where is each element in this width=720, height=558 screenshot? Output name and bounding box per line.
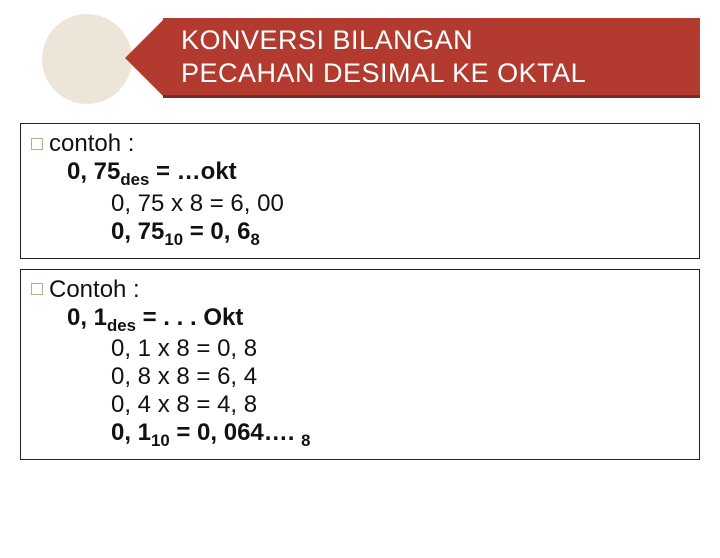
- example-1-lead-text: contoh :: [49, 130, 134, 157]
- example-2-lead-text: Contoh :: [49, 276, 140, 303]
- example-2-problem: 0, 1des = . . . Okt: [31, 304, 689, 336]
- bullet-icon: [31, 138, 43, 150]
- slide-header: KONVERSI BILANGAN PECAHAN DESIMAL KE OKT…: [0, 18, 720, 113]
- bullet-icon: [31, 283, 43, 295]
- example-1-result: 0, 7510 = 0, 68: [31, 218, 689, 250]
- example-1-lead: contoh :: [31, 130, 689, 158]
- example-box-2: Contoh : 0, 1des = . . . Okt 0, 1 x 8 = …: [20, 269, 700, 461]
- example-1-step-1: 0, 75 x 8 = 6, 00: [31, 190, 689, 218]
- decorative-chevron: [125, 18, 165, 98]
- decorative-circle: [42, 14, 132, 104]
- title-band: KONVERSI BILANGAN PECAHAN DESIMAL KE OKT…: [163, 18, 700, 98]
- title-line-1: KONVERSI BILANGAN: [181, 25, 473, 55]
- example-1-problem: 0, 75des = …okt: [31, 158, 689, 190]
- example-2-step-1: 0, 1 x 8 = 0, 8: [31, 335, 689, 363]
- title-line-2: PECAHAN DESIMAL KE OKTAL: [181, 58, 586, 88]
- slide-title: KONVERSI BILANGAN PECAHAN DESIMAL KE OKT…: [181, 24, 586, 89]
- example-2-step-2: 0, 8 x 8 = 6, 4: [31, 363, 689, 391]
- example-2-lead: Contoh :: [31, 276, 689, 304]
- example-2-step-3: 0, 4 x 8 = 4, 8: [31, 391, 689, 419]
- example-2-result: 0, 110 = 0, 064…. 8: [31, 419, 689, 451]
- example-box-1: contoh : 0, 75des = …okt 0, 75 x 8 = 6, …: [20, 123, 700, 259]
